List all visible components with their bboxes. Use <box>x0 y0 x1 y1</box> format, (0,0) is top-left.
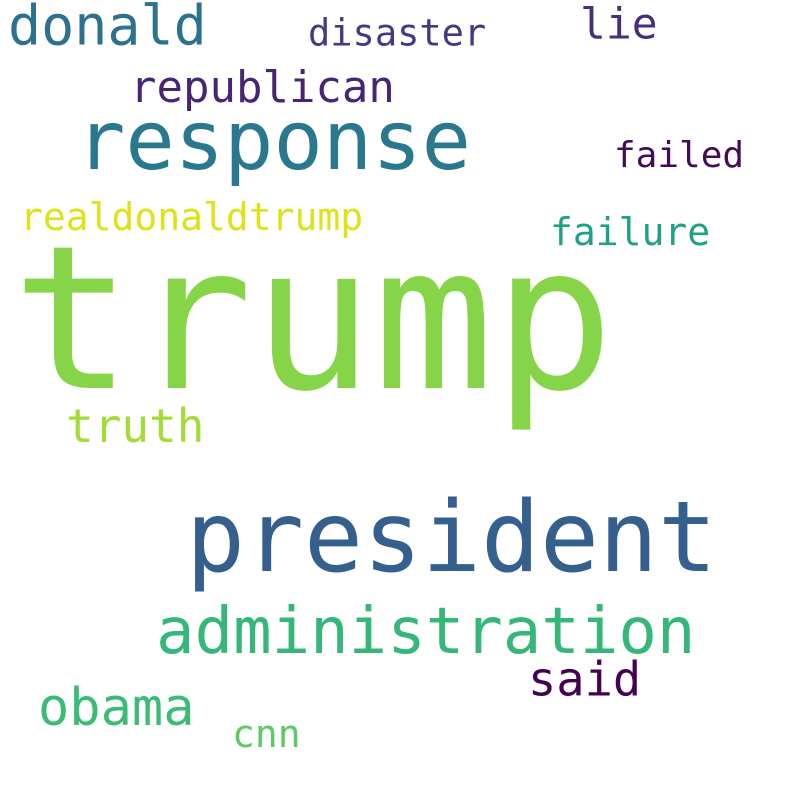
word-obama: obama <box>38 678 195 738</box>
word-said: said <box>528 652 642 708</box>
word-failure: failure <box>550 210 711 254</box>
word-failed: failed <box>614 135 745 176</box>
word-response: response <box>76 94 471 189</box>
word-truth: truth <box>66 399 205 453</box>
word-disaster: disaster <box>308 11 487 55</box>
word-lie: lie <box>580 0 658 50</box>
word-president: president <box>186 481 718 595</box>
word-donald: donald <box>8 0 207 58</box>
word-trump: trump <box>12 203 615 436</box>
word-realdonaldtrump: realdonaldtrump <box>20 195 364 239</box>
word-republican: republican <box>130 62 395 113</box>
word-cnn: cnn <box>232 712 301 756</box>
word-administration: administration <box>156 595 696 669</box>
